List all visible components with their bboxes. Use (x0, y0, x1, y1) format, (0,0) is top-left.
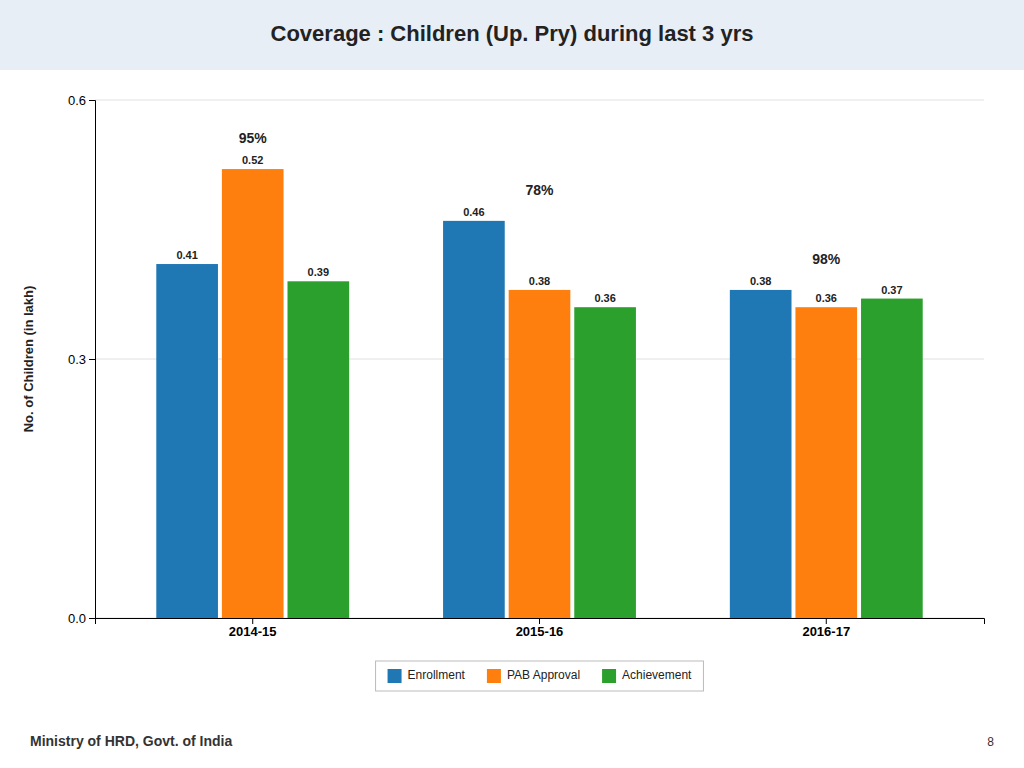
bar (861, 299, 923, 618)
bar (222, 169, 284, 618)
x-tick-mark (539, 618, 540, 624)
y-tick: 0.0 (68, 611, 95, 626)
x-tick-label: 2016-17 (802, 624, 850, 639)
bar (795, 307, 857, 618)
data-label: 0.36 (816, 292, 837, 304)
legend-item: PAB Approval (487, 668, 580, 683)
legend-label: Enrollment (408, 668, 466, 682)
x-axis-line (96, 619, 985, 625)
data-label: 0.38 (750, 275, 771, 287)
x-tick: 2016-17 (802, 618, 850, 639)
y-tick-mark (89, 100, 95, 101)
grid (95, 100, 984, 618)
y-tick: 0.6 (68, 93, 95, 108)
y-axis-line (89, 101, 96, 619)
y-axis-title: No. of Children (in lakh) (21, 286, 36, 433)
data-label: 0.36 (594, 292, 615, 304)
legend-frame (376, 661, 704, 691)
bar (287, 281, 349, 618)
annotation: 98% (812, 251, 841, 267)
y-axis: 0.0 0.3 0.6 (68, 93, 96, 626)
x-tick: 2014-15 (229, 618, 277, 639)
x-tick-mark (252, 618, 253, 624)
footer: Ministry of HRD, Govt. of India (30, 733, 232, 749)
legend-swatch (487, 669, 501, 683)
legend-item: Enrollment (388, 668, 466, 683)
data-label: 0.46 (463, 206, 484, 218)
data-labels: 0.41 0.46 0.38 0.52 0.38 0.36 0.39 0.36 0.37 (176, 154, 902, 304)
y-tick-label: 0.0 (68, 611, 86, 626)
annotation: 95% (239, 130, 268, 146)
legend-item: Achievement (602, 668, 692, 683)
data-label: 0.52 (242, 154, 263, 166)
legend-swatch (602, 669, 616, 683)
legend-label: Achievement (622, 668, 692, 682)
y-tick-label: 0.6 (68, 93, 86, 108)
bar (156, 264, 218, 618)
page-number: 8 (987, 735, 994, 749)
bar (443, 221, 505, 618)
data-label: 0.38 (529, 275, 550, 287)
data-label: 0.37 (881, 284, 902, 296)
legend-label: PAB Approval (507, 668, 580, 682)
y-tick-mark (89, 618, 95, 619)
bar (574, 307, 636, 618)
y-tick-label: 0.3 (68, 352, 86, 367)
chart: Coverage : Children (Up. Pry) during las… (0, 0, 1024, 768)
plot: 0.0 0.3 0.6 2014-15 2015-16 2016-17 No. of Chi… (21, 93, 985, 691)
grid-line (95, 100, 984, 101)
x-tick-label: 2015-16 (516, 624, 564, 639)
bar (509, 290, 571, 618)
x-tick-label: 2014-15 (229, 624, 277, 639)
annotation: 78% (525, 182, 554, 198)
bar (730, 290, 792, 618)
x-tick: 2015-16 (516, 618, 564, 639)
data-label: 0.39 (308, 266, 329, 278)
header-band (0, 0, 1024, 70)
y-tick: 0.3 (68, 352, 95, 367)
data-label: 0.41 (176, 249, 197, 261)
bars (156, 169, 922, 618)
legend-swatch (388, 669, 402, 683)
x-axis: 2014-15 2015-16 2016-17 (96, 618, 985, 639)
annotations: 95% 78% 98% (239, 130, 841, 267)
y-tick-mark (89, 359, 95, 360)
legend: Enrollment PAB Approval Achievement (376, 661, 704, 691)
title: Coverage : Children (Up. Pry) during las… (271, 21, 754, 46)
x-tick-mark (826, 618, 827, 624)
